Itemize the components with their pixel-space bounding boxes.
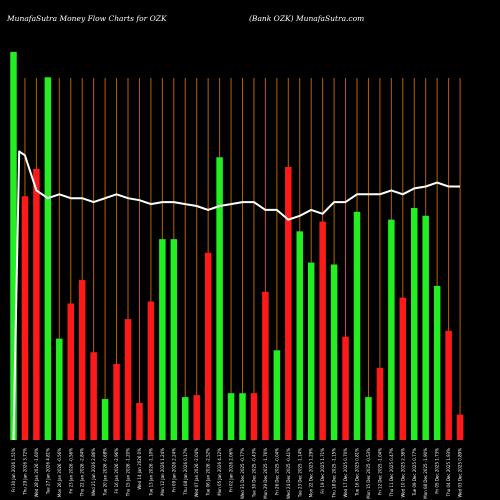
bar [353, 211, 361, 440]
x-tick-label: Fri 02 Jan 2026 2.06% [229, 448, 234, 492]
bar [250, 393, 258, 440]
bar [456, 414, 464, 440]
x-tick-label: Tue 27 Jan 2026 4.81% [45, 448, 50, 495]
bar [262, 291, 269, 440]
bar [182, 397, 189, 440]
chart-title: MunafaSutra Money Flow Charts for OZK [7, 14, 167, 23]
bar [296, 231, 303, 440]
bar [227, 393, 235, 440]
x-tick-label: Fri 16 Jan 2026 -2.96% [114, 448, 119, 494]
bar [411, 207, 418, 440]
x-tick-label: Thu 29 Jan 2026 3.72% [22, 448, 27, 496]
x-tick-label: Tue 16 Dec 2025 0.81% [355, 448, 360, 497]
bar [376, 367, 384, 440]
bar [78, 280, 86, 440]
bar [239, 393, 246, 440]
x-tick-label: Fri 09 Jan 2026 2.24% [171, 448, 176, 492]
x-tick-label: Wed 17 Dec 2025 0.70% [343, 448, 348, 498]
bar [90, 352, 97, 440]
x-tick-label: Thu 15 Jan 2026 -1.20% [126, 448, 131, 497]
x-tick-label: Tue 06 Jan 2026 -2.52% [206, 448, 211, 497]
x-tick-label: Tue 09 Dec 2025 0.77% [412, 448, 417, 497]
x-tick-label: Fri 26 Dec 2025 -0.04% [274, 448, 279, 495]
x-tick-label: Mon 22 Dec 2025 1.29% [309, 448, 314, 497]
x-tick-label: Tue 30 Dec 2025 -0.43% [251, 448, 256, 498]
x-tick-label: Mon 15 Dec 2025 -0.53% [366, 448, 371, 499]
x-tick-label: Tue 20 Jan 2026 -0.68% [103, 448, 108, 497]
x-tick-label: Mon 05 Jan 2026 4.12% [217, 448, 222, 496]
x-tick-label: Wed 10 Dec 2025 2.36% [400, 448, 405, 498]
bar [101, 399, 109, 440]
x-tick-label: Wed 31 Dec 2025 -0.77% [240, 448, 245, 499]
price-line [12, 150, 460, 441]
x-tick-label: Wed 21 Jan 2026 2.86% [91, 448, 96, 496]
x-tick-label: Tue 23 Dec 2025 -1.14% [297, 448, 302, 498]
x-tick-label: Fri 19 Dec 2025 1.71% [320, 448, 325, 494]
x-tick-label: Wed 07 Jan 2026 -2.04% [194, 448, 199, 498]
x-tick-label: Wed 24 Dec 2025 -0.41% [286, 448, 291, 499]
x-axis-labels: Fri 30 Jan 2026 1.51% Thu 29 Jan 2026 3.7… [11, 448, 463, 499]
bar [147, 301, 155, 440]
bar [365, 397, 372, 440]
x-tick-label: Thu 22 Jan 2026 -2.84% [80, 448, 85, 497]
bars [10, 51, 464, 441]
x-tick-label: Wed 14 Jan 2026 0% [137, 448, 142, 490]
bar [193, 395, 200, 440]
bar [44, 77, 52, 441]
bar [113, 363, 120, 440]
bar [124, 319, 132, 440]
bar [204, 252, 212, 440]
bar [10, 51, 17, 440]
x-tick-label: Thu 11 Dec 2025 0.47% [389, 448, 394, 498]
x-tick-label: Thu 08 Jan 2026 0.17% [183, 448, 188, 496]
x-tick-label: Thu 04 Dec 2025 1.93% [446, 448, 451, 498]
x-tick-label: Thu 18 Dec 2025 -1.15% [332, 448, 337, 499]
bar [170, 239, 178, 440]
bar [399, 297, 407, 440]
bar [388, 219, 395, 440]
bar [159, 239, 166, 440]
bar [216, 157, 223, 440]
x-tick-label: Wed 03 Dec 2025 0.89% [458, 448, 463, 498]
x-tick-label: Mon 08 Dec 2025 -1.90% [423, 448, 428, 499]
bar [342, 336, 349, 440]
x-tick-label: Wed 28 Jan 2026 -1.60% [34, 448, 39, 498]
x-tick-label: Tue 13 Jan 2026 -1.10% [148, 448, 153, 497]
price-line-group [12, 150, 460, 441]
bar [56, 338, 63, 440]
x-tick-label: Mon 12 Jan 2026 1.24% [160, 448, 165, 496]
x-tick-label: Fri 12 Dec 2025 -1.04% [377, 448, 382, 495]
bar [21, 196, 29, 440]
x-tick-label: Mon 26 Jan 2026 -0.56% [57, 448, 62, 497]
bar [445, 330, 452, 440]
x-tick-label: Fri 23 Jan 2026 -0.56% [68, 448, 73, 494]
bar [67, 303, 74, 440]
bar [136, 402, 143, 440]
x-tick-label: Fri 05 Dec 2025 1.73% [435, 448, 440, 494]
x-tick-label: Fri 30 Jan 2026 1.51% [11, 448, 16, 492]
x-tick-label: Mon 29 Dec 2025 -1.76% [263, 448, 268, 499]
chart-subtitle: (Bank OZK) MunafaSutra.com [249, 14, 365, 23]
bar [285, 167, 292, 440]
bar [33, 168, 40, 440]
bar [307, 262, 315, 440]
bar [433, 285, 441, 440]
bar [319, 221, 326, 440]
bar [273, 350, 281, 440]
bar [422, 215, 429, 440]
bar [330, 264, 338, 440]
